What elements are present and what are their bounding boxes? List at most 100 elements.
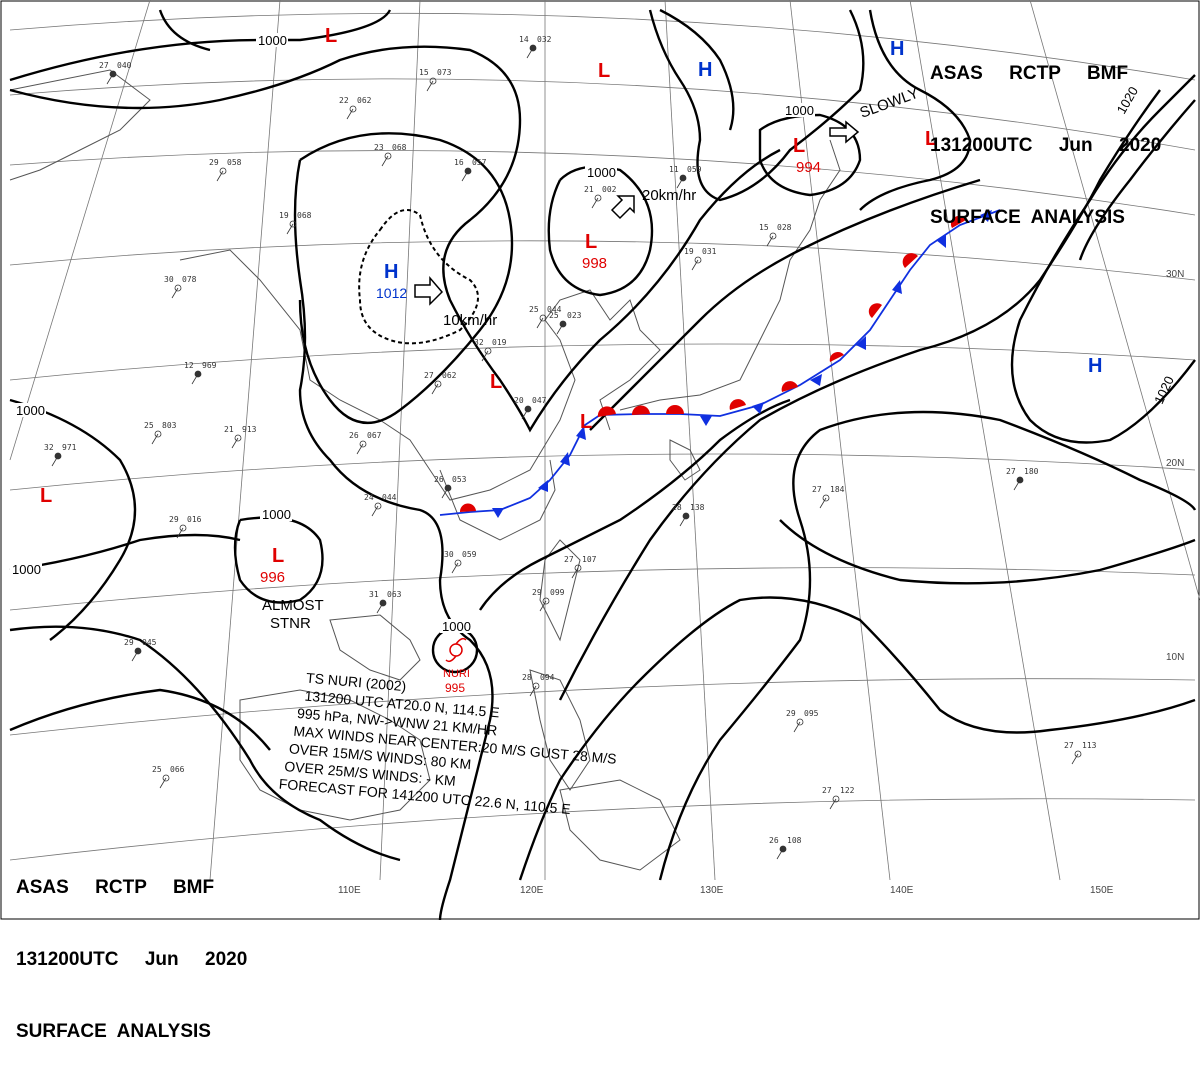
station-pressure: 063: [387, 590, 402, 599]
station-temperature: 28: [522, 673, 532, 682]
station-wind-barb: [591, 197, 599, 209]
typhoon-isobar: [431, 626, 479, 674]
movement-slowly: SLOWLY: [858, 85, 922, 122]
stationary-front: [439, 209, 1001, 518]
station-cloud-icon: [384, 152, 392, 160]
station-cloud-icon: [374, 502, 382, 510]
station-pressure: 073: [437, 68, 452, 77]
station-wind-barb: [819, 497, 827, 509]
station-temperature: 27: [564, 555, 574, 564]
station-pressure: 023: [567, 311, 582, 320]
header-line-1: ASAS RCTP BMF: [930, 63, 1129, 84]
low-symbol-3: L: [925, 128, 937, 150]
station-plot: 32 019: [474, 338, 507, 362]
station-cloud-icon: [694, 256, 702, 264]
station-plot: 29 058: [209, 158, 242, 182]
station-wind-barb: [676, 177, 684, 189]
station-wind-barb: [286, 223, 294, 235]
station-cloud-icon: [542, 597, 550, 605]
station-wind-barb: [481, 350, 489, 362]
station-temperature: 25: [152, 765, 162, 774]
station-plot: 31 063: [369, 590, 402, 614]
typhoon-pressure: 995: [445, 681, 465, 695]
isobar-label-e: 1000: [16, 403, 45, 418]
station-plot: 11 059: [669, 165, 702, 189]
station-wind-barb: [346, 108, 354, 120]
lat-30-label: 30N: [1166, 269, 1184, 280]
station-wind-barb: [191, 373, 199, 385]
station-plot: 12 969: [184, 361, 217, 385]
station-cloud-icon: [154, 430, 162, 438]
station-temperature: 27: [1006, 467, 1016, 476]
station-cloud-icon: [796, 718, 804, 726]
low-symbol-1: L: [325, 25, 337, 47]
station-cloud-icon: [174, 284, 182, 292]
station-wind-barb: [529, 685, 537, 697]
station-plot: 22 062: [339, 96, 372, 120]
station-plot: 27 040: [99, 61, 132, 85]
pressure-centers: H 1012 L 998 L 994 L 996 L L L L L L H H…: [40, 25, 1102, 695]
station-temperature: 32: [44, 443, 54, 452]
station-wind-barb: [151, 433, 159, 445]
station-temperature: 28: [672, 503, 682, 512]
station-temperature: 21: [584, 185, 594, 194]
station-cloud-icon: [532, 682, 540, 690]
station-temperature: 32: [474, 338, 484, 347]
station-temperature: 25: [144, 421, 154, 430]
station-pressure: 108: [787, 836, 802, 845]
station-pressure: 184: [830, 485, 845, 494]
high-1012-symbol: H: [384, 261, 398, 283]
station-temperature: 25: [529, 305, 539, 314]
station-temperature: 31: [369, 590, 379, 599]
station-wind-barb: [431, 383, 439, 395]
station-plot: 15 028: [759, 223, 792, 247]
station-plot: 26 067: [349, 431, 382, 455]
station-temperature: 26: [769, 836, 779, 845]
low-996-value: 996: [260, 569, 285, 586]
station-pressure: 913: [242, 425, 257, 434]
station-plot: 29 095: [786, 709, 819, 733]
station-pressure: 099: [550, 588, 565, 597]
station-temperature: 26: [434, 475, 444, 484]
station-pressure: 094: [540, 673, 555, 682]
station-wind-barb: [793, 721, 801, 733]
station-pressure: 019: [492, 338, 507, 347]
station-plot: 27 180: [1006, 467, 1039, 491]
station-temperature: 27: [1064, 741, 1074, 750]
station-temperature: 16: [454, 158, 464, 167]
station-wind-barb: [451, 562, 459, 574]
station-cloud-icon: [434, 380, 442, 388]
station-pressure: 016: [187, 515, 202, 524]
station-temperature: 29: [786, 709, 796, 718]
movement-arrows: [414, 120, 860, 306]
typhoon-icon: [445, 637, 467, 663]
station-plot: 27 062: [424, 371, 457, 395]
station-plot: 20 047: [514, 396, 547, 420]
station-pressure: 095: [804, 709, 819, 718]
station-plot: 29 016: [169, 515, 202, 539]
station-pressure: 107: [582, 555, 597, 564]
station-plot: 27 113: [1064, 741, 1097, 765]
isobar-label-g: 1000: [442, 619, 471, 634]
lon-120-label: 120E: [520, 885, 544, 896]
station-wind-barb: [231, 437, 239, 449]
station-plot: 21 002: [584, 185, 617, 209]
low-symbol-5: L: [580, 411, 592, 433]
station-temperature: 22: [339, 96, 349, 105]
typhoon-info: TS NURI (2002) 131200 UTC AT20.0 N, 114.…: [278, 670, 617, 817]
high-1012-value: 1012: [376, 285, 407, 301]
station-temperature: 30: [444, 550, 454, 559]
station-plots: 27 040 22 062 15 073 14 032 29 058 23 068 16 057 19 068…: [44, 35, 1097, 860]
cold-front-triangles: [492, 210, 992, 518]
station-temperature: 27: [424, 371, 434, 380]
station-temperature: 12: [184, 361, 194, 370]
station-wind-barb: [526, 47, 534, 59]
isobar-label-f: 1000: [12, 562, 41, 577]
station-wind-barb: [381, 155, 389, 167]
station-pressure: 031: [702, 247, 717, 256]
movement-almost: ALMOST: [262, 597, 324, 614]
lon-150-label: 150E: [1090, 885, 1114, 896]
header-line-3: SURFACE ANALYSIS: [930, 207, 1125, 228]
station-temperature: 29: [209, 158, 219, 167]
station-pressure: 068: [392, 143, 407, 152]
